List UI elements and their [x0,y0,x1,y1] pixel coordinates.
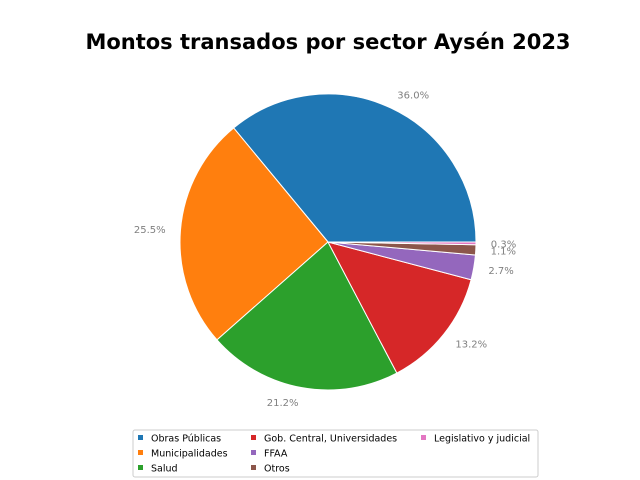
chart-title: Montos transados por sector Aysén 2023 [85,30,570,54]
legend-item-ffaa: FFAA [251,449,288,460]
pie-slice-obras-publicas [233,93,477,243]
pie-slice-municipalidades [179,127,329,341]
legend-label: Otros [264,464,290,475]
pct-label-gob-central-universidades: 13.2% [455,339,487,350]
pct-label-ffaa: 2.7% [488,266,513,277]
legend-swatch [138,435,143,440]
legend-swatch [251,465,256,470]
pie-slice-legislativo-y-judicial [327,241,477,246]
legend-label: FFAA [264,449,288,460]
slice-labels: 36.0% 25.5% 21.2% 13.2% 2.7% 1.1%0.3% [134,91,516,409]
legend-item-salud: Salud [138,464,178,475]
pct-label-obras-publicas: 36.0% [397,91,429,102]
legend-item-municipalidades: Municipalidades [138,449,228,460]
legend-label: Municipalidades [151,449,228,460]
pie-slice-gob-central-universidades [327,241,472,374]
legend-swatch [138,465,143,470]
legend-label: Obras Públicas [151,434,221,445]
pie-slices [179,93,477,391]
legend-item-gob-central-universidades: Gob. Central, Universidades [251,434,397,445]
pct-label-salud: 21.2% [267,398,299,409]
pct-label-municipalidades: 25.5% [134,225,166,236]
legend-swatch [251,450,256,455]
legend-label: Gob. Central, Universidades [264,434,397,445]
pct-label-otros: 1.1% [491,247,516,258]
legend-item-otros: Otros [251,464,290,475]
legend-swatch [421,435,426,440]
legend-item-obras-publicas: Obras Públicas [138,434,221,445]
pct-label-legislativo-y-judicial: 0.3% [491,240,516,251]
legend-swatch [251,435,256,440]
legend-frame [132,429,539,478]
legend-swatch [138,450,143,455]
pie-slice-salud [216,241,398,391]
legend-label: Legislativo y judicial [434,434,530,445]
legend-item-legislativo-y-judicial: Legislativo y judicial [421,434,530,445]
legend-label: Salud [151,464,178,475]
legend: Obras Públicas Municipalidades Salud Gob. C… [132,429,539,478]
